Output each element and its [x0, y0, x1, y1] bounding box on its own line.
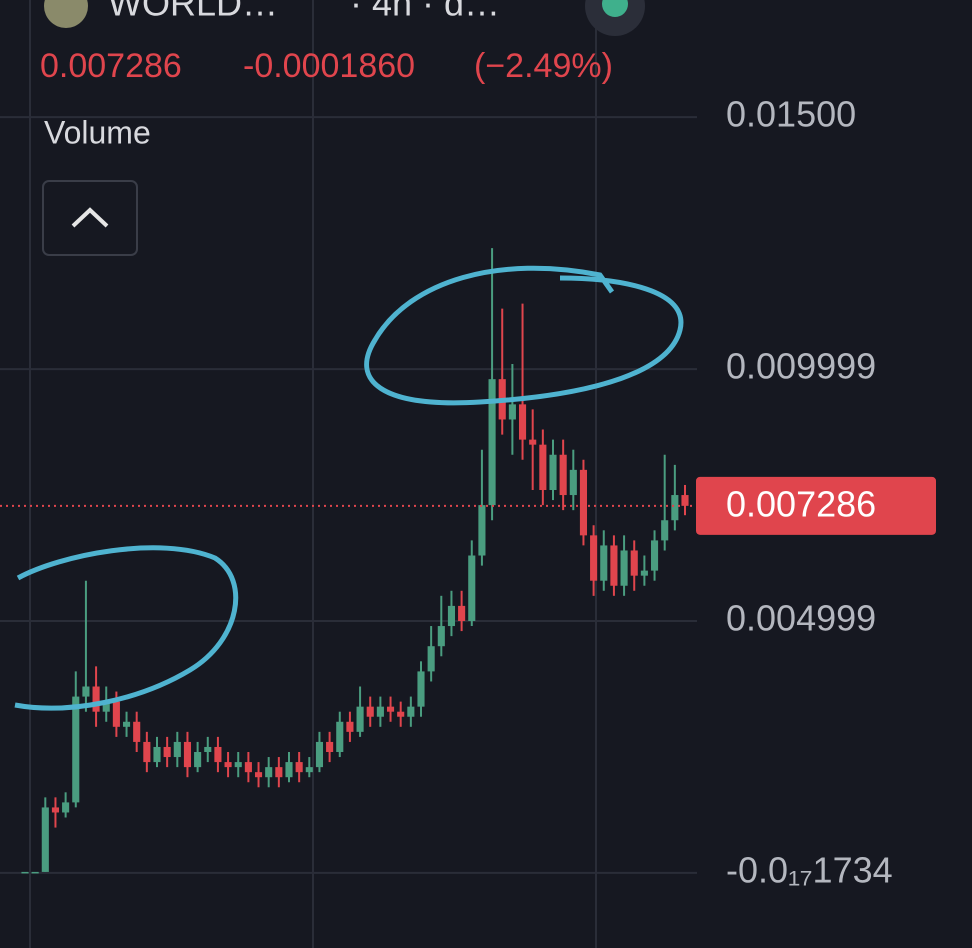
volume-label: Volume: [44, 114, 151, 150]
candle-body: [681, 495, 689, 506]
candle-body: [620, 550, 628, 586]
candle-body: [143, 741, 151, 763]
candle-body: [183, 741, 192, 768]
candle-body: [539, 444, 547, 491]
plot: -0.0₁₇1734 0.004999 0.009999 0.01500: [0, 94, 893, 890]
y-tick-label: 0.01500: [726, 94, 856, 135]
candle-body: [650, 540, 659, 571]
last-price-tag: [696, 476, 936, 535]
candle-body: [254, 772, 263, 778]
candle-body: [163, 746, 171, 758]
candle-body: [153, 746, 161, 763]
candle-body: [112, 701, 120, 727]
price: 0.007286: [40, 47, 182, 85]
candle-body: [295, 762, 303, 773]
candle-body: [366, 706, 374, 717]
candle-body: [458, 605, 466, 622]
candle-body: [92, 686, 100, 712]
candle-body: [437, 626, 445, 647]
candle-body: [417, 671, 425, 707]
candle-body: [102, 701, 110, 712]
candle-body: [356, 706, 364, 732]
candle-body: [41, 807, 49, 872]
candle-body: [275, 767, 283, 778]
candle-body: [397, 711, 405, 717]
candle-body: [326, 741, 334, 753]
candle-body: [133, 721, 141, 742]
status-dot[interactable]: [602, 0, 628, 17]
candle-body: [51, 807, 60, 813]
candle-body: [62, 802, 70, 813]
candle-body: [122, 721, 131, 727]
candle-body: [600, 545, 608, 581]
candle-body: [569, 469, 577, 496]
candle-body: [386, 706, 395, 712]
candle-body: [376, 706, 384, 717]
candle-body: [579, 469, 588, 536]
candle-body: [640, 570, 648, 576]
change-pct: (−2.49%): [474, 47, 613, 85]
last-price-label: 0.007286: [726, 483, 876, 524]
chevron-icon: [71, 207, 109, 228]
change: -0.0001860: [243, 47, 415, 85]
candle-body: [265, 767, 273, 778]
hand-circle: [14, 545, 239, 711]
candle-body: [346, 721, 354, 732]
candle-body: [518, 404, 527, 440]
candle-body: [224, 762, 232, 768]
candle-body: [315, 741, 324, 768]
candle-body: [31, 871, 39, 874]
candle-body: [529, 439, 537, 445]
candle-body: [661, 520, 669, 541]
candle-body: [234, 762, 242, 768]
symbol-icon: [44, 0, 88, 28]
y-tick-label: 0.004999: [726, 598, 876, 639]
candle-body: [82, 686, 90, 697]
candle-body: [488, 379, 496, 506]
candle-body: [508, 404, 516, 420]
candle-body: [630, 550, 638, 576]
candle-body: [336, 721, 344, 753]
hand-circle: [364, 265, 684, 406]
candle-body: [447, 605, 456, 627]
collapse-button[interactable]: [42, 180, 138, 256]
candle-body: [478, 505, 486, 556]
status-bg: [585, 0, 645, 36]
candle-body: [549, 454, 557, 491]
candle-body: [610, 545, 618, 586]
candle-body: [559, 454, 567, 496]
candle-body: [305, 767, 313, 773]
candle-body: [285, 762, 293, 778]
symbol: WORLD…: [108, 0, 278, 24]
candle-body: [590, 535, 598, 581]
candle-body: [671, 495, 679, 521]
candle-body: [407, 706, 415, 717]
candle-body: [72, 696, 80, 803]
y-tick-label: -0.0₁₇1734: [726, 849, 893, 890]
y-tick-label: 0.009999: [726, 346, 876, 387]
candle-body: [244, 762, 252, 773]
candle-body: [214, 746, 222, 763]
candle-body: [21, 871, 29, 874]
candle-body: [427, 646, 435, 672]
interval: · 4h · d…: [350, 0, 500, 24]
candle-body: [204, 746, 212, 753]
candle-body: [468, 555, 476, 622]
candle-body: [173, 741, 181, 758]
candle-body: [194, 752, 202, 768]
